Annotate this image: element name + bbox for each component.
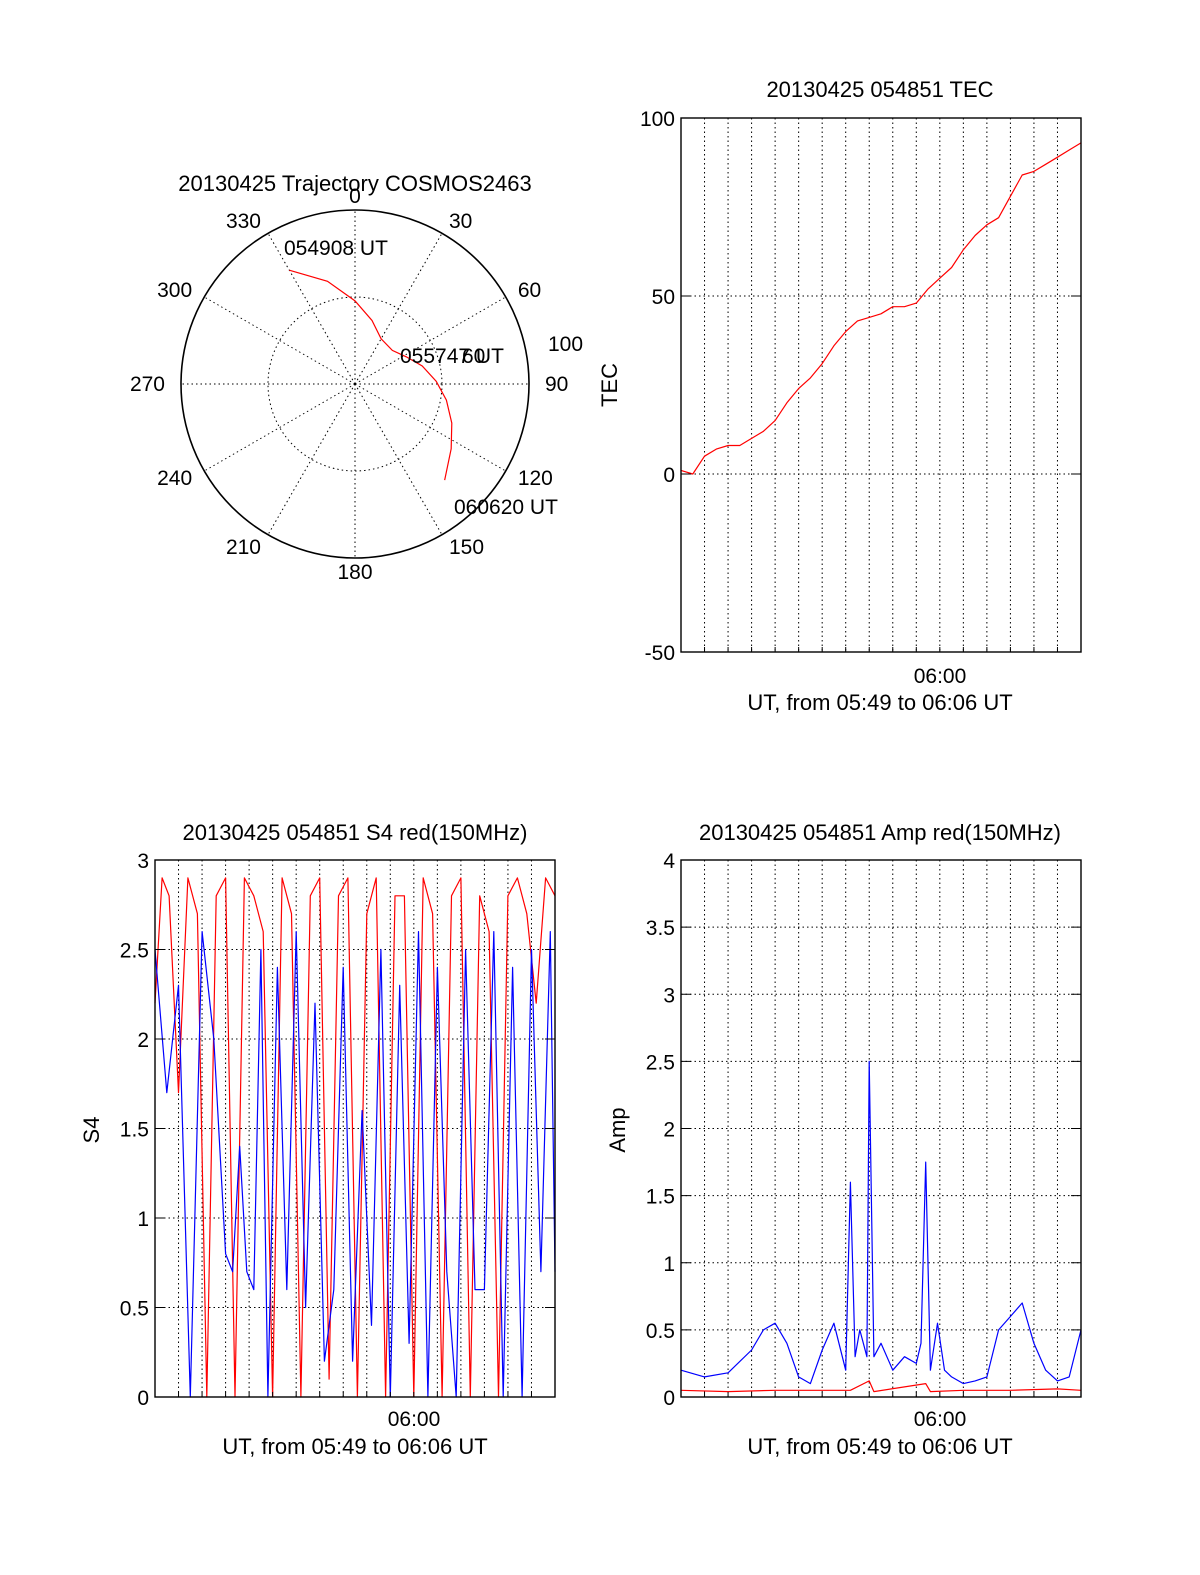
polar-outer-circle [180,209,530,559]
amp-y-tick-label: 3.5 [646,917,675,940]
trajectory-line [289,269,453,481]
polar-azimuth-label: 180 [337,561,372,584]
polar-azimuth-label: 270 [130,373,165,396]
tec-x-tick-label: 06:00 [914,665,967,688]
amp-grid [681,860,1081,1397]
polar-azimuth-label: 30 [449,210,472,233]
trajectory-title: 20130425 Trajectory COSMOS2463 [178,171,531,196]
s4-series-blue-line [154,930,556,1398]
polar-spoke-60 [354,296,506,385]
trajectory-mid-annotation: 055747 UT [400,345,504,368]
amp-y-tick-label: 0 [663,1387,675,1410]
tec-series [680,142,1082,475]
amp-y-ticks: 0 0.5 1 1.5 2 2.5 3 3.5 4 [646,850,1081,1410]
amp-x-tick-label: 06:00 [914,1408,967,1431]
polar-spoke-150 [354,383,443,535]
tec-title: 20130425 054851 TEC [766,77,993,102]
amp-y-tick-label: 2.5 [646,1051,675,1074]
polar-azimuth-label: 120 [518,467,553,490]
trajectory-polar-panel: 20130425 Trajectory COSMOS2463 0 30 60 90 12… [130,171,583,584]
amp-y-tick-label: 4 [663,850,675,873]
polar-spoke-210 [267,383,356,535]
s4-y-tick-label: 0.5 [120,1298,149,1321]
amp-series-red-line [680,1380,1082,1393]
tec-series-red-line [680,142,1082,475]
polar-azimuth-label: 240 [157,467,192,490]
s4-x-tick-label: 06:00 [388,1408,441,1431]
polar-spoke-330 [267,233,356,385]
tec-frame [680,117,1082,653]
s4-title: 20130425 054851 S4 red(150MHz) [183,820,528,845]
s4-series [154,877,556,1398]
s4-x-axis-label: UT, from 05:49 to 06:06 UT [222,1434,487,1459]
tec-y-ticks: -50 0 50 100 [640,108,1081,665]
s4-y-ticks: 0 0.5 1 1.5 2 2.5 3 [120,850,555,1410]
amp-panel: 20130425 054851 Amp red(150MHz) 0 0.5 1 1.5… [605,820,1082,1459]
s4-panel: 20130425 054851 S4 red(150MHz) 0 0.5 1 1.5 2… [79,820,556,1459]
polar-azimuth-label: 90 [545,373,568,396]
tec-y-axis-label: TEC [597,363,622,407]
amp-y-tick-label: 1.5 [646,1186,675,1209]
s4-y-tick-label: 0 [137,1387,149,1410]
tec-grid [681,118,1081,652]
polar-azimuth-label: 210 [226,536,261,559]
tec-y-tick-label: -50 [645,642,675,665]
amp-y-tick-label: 1 [663,1253,675,1276]
polar-spoke-300 [204,296,356,385]
s4-y-tick-label: 2.5 [120,940,149,963]
polar-radial-label-60: 60 [462,345,485,368]
polar-grid [180,209,530,559]
tec-x-axis-label: UT, from 05:49 to 06:06 UT [747,690,1012,715]
tec-panel: 20130425 054851 TEC -50 0 50 100 06:00 UT, … [597,77,1082,715]
polar-azimuth-label: 300 [157,279,192,302]
trajectory-start-annotation: 054908 UT [284,237,388,260]
tec-y-tick-label: 0 [663,464,675,487]
amp-y-axis-label: Amp [605,1107,630,1152]
amp-x-axis-label: UT, from 05:49 to 06:06 UT [747,1434,1012,1459]
polar-azimuth-label: 330 [226,210,261,233]
amp-series-blue-line [680,1060,1082,1385]
tec-y-tick-label: 100 [640,108,675,131]
amp-y-tick-label: 0.5 [646,1320,675,1343]
amp-y-tick-label: 3 [663,984,675,1007]
polar-spoke-30 [354,233,443,385]
s4-y-tick-label: 1.5 [120,1119,149,1142]
trajectory-series [289,269,453,481]
polar-radial-label-100: 100 [548,333,583,356]
amp-y-tick-label: 2 [663,1119,675,1142]
amp-series [680,1060,1082,1393]
polar-azimuth-label: 0 [349,185,361,208]
polar-azimuth-labels: 0 30 60 90 120 150 180 210 240 270 300 330 [130,185,568,584]
amp-title: 20130425 054851 Amp red(150MHz) [699,820,1061,845]
tec-y-tick-label: 50 [652,286,675,309]
polar-azimuth-label: 150 [449,536,484,559]
polar-spoke-240 [204,383,356,472]
s4-y-axis-label: S4 [79,1117,104,1144]
s4-series-red-line [154,877,556,1398]
s4-y-tick-label: 3 [137,850,149,873]
polar-spoke-120 [354,383,506,472]
s4-y-tick-label: 2 [137,1029,149,1052]
s4-y-tick-label: 1 [137,1208,149,1231]
trajectory-end-annotation: 060620 UT [454,496,558,519]
polar-azimuth-label: 60 [518,279,541,302]
